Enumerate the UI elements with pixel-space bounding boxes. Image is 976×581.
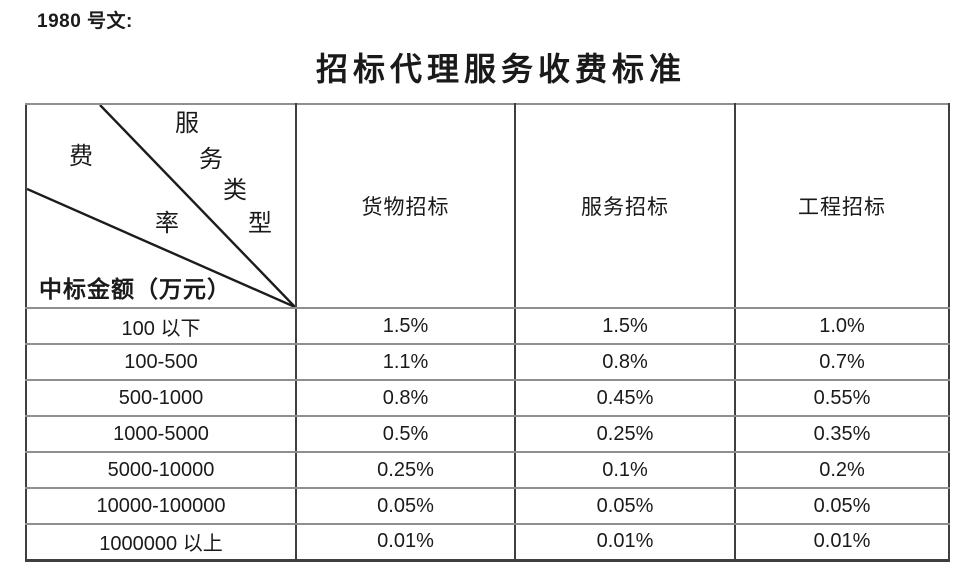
table-row: 10000-100000 0.05% 0.05% 0.05% [25,487,950,525]
amount-range-cell: 1000-5000 [25,415,297,453]
fee-table: 服 务 类 型 费 率 中标金额（万元） 货物招标 服务招标 工程招标 100 … [25,103,950,562]
rate-cell: 0.5% [295,415,516,453]
page-title: 招标代理服务收费标准 [315,51,686,87]
diagonal-header-cell: 服 务 类 型 费 率 中标金额（万元） [25,103,297,309]
corner-label-fee-rate-char: 费 [69,144,93,170]
rate-cell: 0.2% [734,451,950,489]
corner-label-amount: 中标金额（万元） [39,277,231,302]
rate-cell: 0.8% [514,343,736,381]
amount-range-cell: 1000000 以上 [25,523,297,561]
rate-cell: 0.8% [295,379,516,417]
rate-cell: 0.05% [514,487,736,525]
rate-cell: 1.5% [514,307,736,345]
rate-cell: 0.01% [295,523,516,561]
column-header-service: 服务招标 [514,103,736,309]
amount-range-cell: 100-500 [25,343,297,381]
table-row: 5000-10000 0.25% 0.1% 0.2% [25,451,950,489]
rate-cell: 0.25% [514,415,736,453]
table-row: 500-1000 0.8% 0.45% 0.55% [25,379,950,417]
amount-range-cell: 10000-100000 [25,487,297,525]
amount-range-cell: 100 以下 [25,307,297,345]
amount-range-cell: 5000-10000 [25,451,297,489]
column-header-goods: 货物招标 [295,103,516,309]
corner-label-service-type-char: 型 [248,211,272,237]
corner-label-service-type-char: 类 [223,178,247,204]
table-header-row: 服 务 类 型 费 率 中标金额（万元） 货物招标 服务招标 工程招标 [25,103,950,309]
table-row: 1000000 以上 0.01% 0.01% 0.01% [25,523,950,561]
doc-number: 1980 号文: [37,11,133,32]
rate-cell: 0.25% [295,451,516,489]
corner-label-service-type-char: 务 [199,147,223,173]
rate-cell: 1.0% [734,307,950,345]
corner-label-fee-rate-char: 率 [155,211,179,237]
rate-cell: 0.05% [734,487,950,525]
rate-cell: 1.5% [295,307,516,345]
table-row: 1000-5000 0.5% 0.25% 0.35% [25,415,950,453]
rate-cell: 1.1% [295,343,516,381]
rate-cell: 0.35% [734,415,950,453]
table-row: 100-500 1.1% 0.8% 0.7% [25,343,950,381]
rate-cell: 0.55% [734,379,950,417]
diagonal-lines-icon [27,105,295,307]
rate-cell: 0.01% [734,523,950,561]
rate-cell: 0.45% [514,379,736,417]
rate-cell: 0.1% [514,451,736,489]
column-header-engineering: 工程招标 [734,103,950,309]
amount-range-cell: 500-1000 [25,379,297,417]
rate-cell: 0.7% [734,343,950,381]
corner-label-service-type-char: 服 [175,111,199,137]
table-row: 100 以下 1.5% 1.5% 1.0% [25,307,950,345]
rate-cell: 0.01% [514,523,736,561]
rate-cell: 0.05% [295,487,516,525]
